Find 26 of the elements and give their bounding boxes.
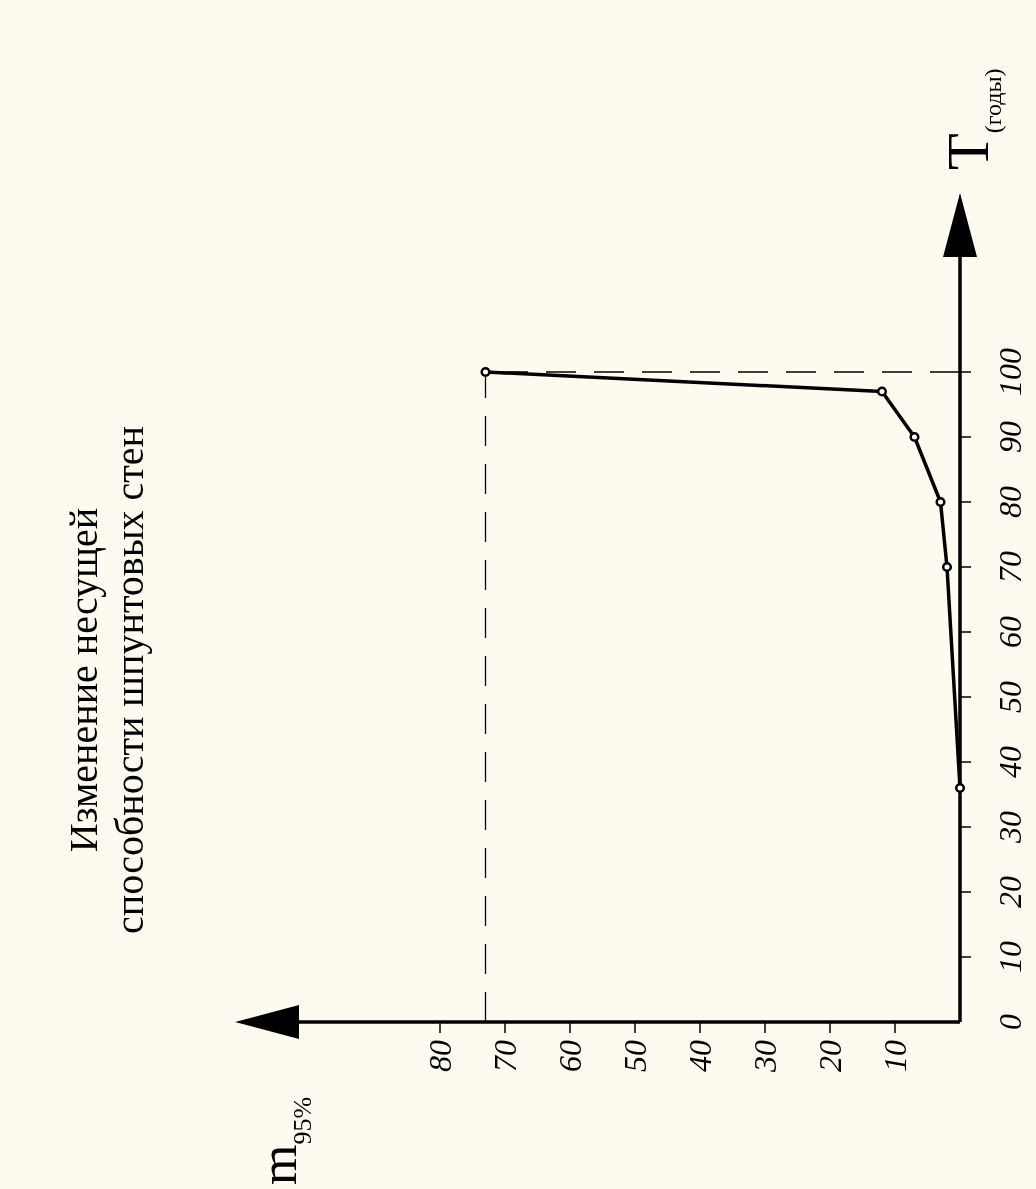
y-tick-label: 40	[992, 746, 1029, 778]
y-tick-label: 30	[992, 811, 1029, 844]
y-tick-label: 60	[992, 616, 1029, 648]
y-tick-label: 100	[992, 348, 1029, 396]
x-tick-label: 30	[747, 1040, 784, 1073]
point	[876, 386, 888, 397]
x-tick-label: 10	[877, 1040, 914, 1072]
x-tick-label: 40	[682, 1040, 719, 1072]
y-tick-label: 90	[992, 421, 1029, 453]
point	[480, 366, 491, 378]
y-tick-label: 50	[992, 681, 1029, 713]
x-tick-label: 50	[617, 1040, 654, 1072]
point	[954, 782, 966, 794]
point	[909, 431, 920, 443]
text: Изменение несущей способности шпунтовых стен	[61, 425, 152, 935]
y-tick-label: 10	[992, 941, 1029, 973]
y-tick-label: 0	[992, 1014, 1029, 1030]
point	[935, 496, 946, 508]
y-tick-label: 80	[992, 486, 1029, 518]
point	[941, 561, 953, 573]
x-tick-label: 60	[552, 1040, 589, 1072]
y-tick-label: 70	[992, 551, 1029, 583]
x-tick-label: 20	[812, 1040, 849, 1072]
x-tick-label: 70	[487, 1040, 524, 1072]
x-tick-label: 80	[422, 1040, 459, 1072]
y-tick-label: 20	[992, 876, 1029, 908]
